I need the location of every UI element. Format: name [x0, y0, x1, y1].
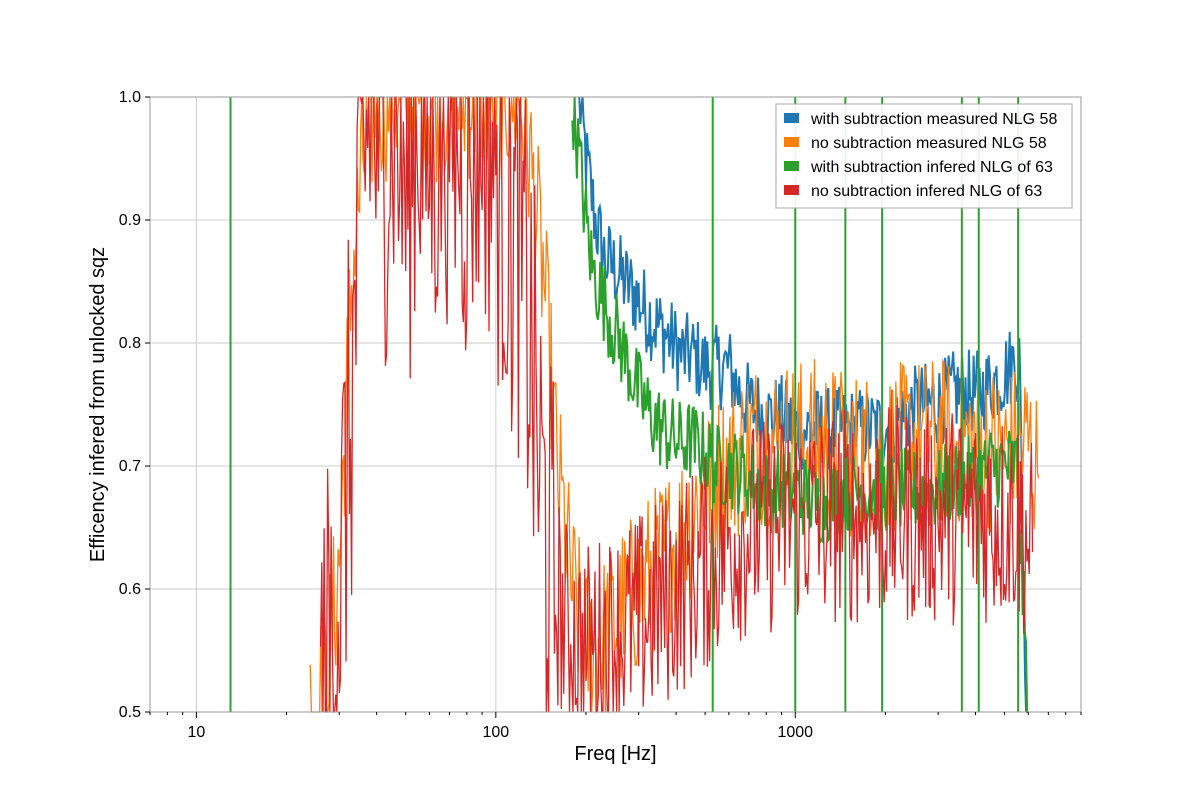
y-tick-label: 0.8: [119, 335, 141, 352]
legend-label: with subtraction infered NLG of 63: [810, 159, 1053, 176]
axes-frame: [149, 96, 1082, 713]
series-line: [578, 96, 1028, 713]
x-tick-label: 10: [187, 724, 205, 741]
legend-swatch: [784, 161, 799, 171]
y-tick-label: 0.9: [119, 212, 141, 229]
legend: with subtraction measured NLG 58 no subtr…: [775, 103, 1073, 209]
x-tick-label: 100: [482, 724, 509, 741]
y-tick-label: 0.6: [119, 581, 141, 598]
x-tick-label: 1000: [777, 724, 813, 741]
legend-label: no subtraction infered NLG of 63: [811, 183, 1042, 200]
x-axis-title: Freq [Hz]: [574, 743, 656, 765]
legend-label: no subtraction measured NLG 58: [811, 135, 1047, 152]
y-tick-label: 0.7: [119, 458, 141, 475]
y-tick-label: 1.0: [119, 89, 141, 106]
legend-label: with subtraction measured NLG 58: [810, 111, 1057, 128]
y-axis-title: Efficency infered from unlocked sqz: [87, 247, 109, 562]
ticks: 0.5 0.6 0.7 0.8 0.9 1.0 10 100 1000: [119, 89, 1082, 741]
legend-swatch: [784, 185, 799, 195]
y-tick-label: 0.5: [119, 704, 141, 721]
legend-box: [775, 103, 1073, 209]
series-line: [319, 96, 1034, 713]
legend-swatch: [784, 137, 799, 147]
legend-swatch: [784, 113, 799, 123]
